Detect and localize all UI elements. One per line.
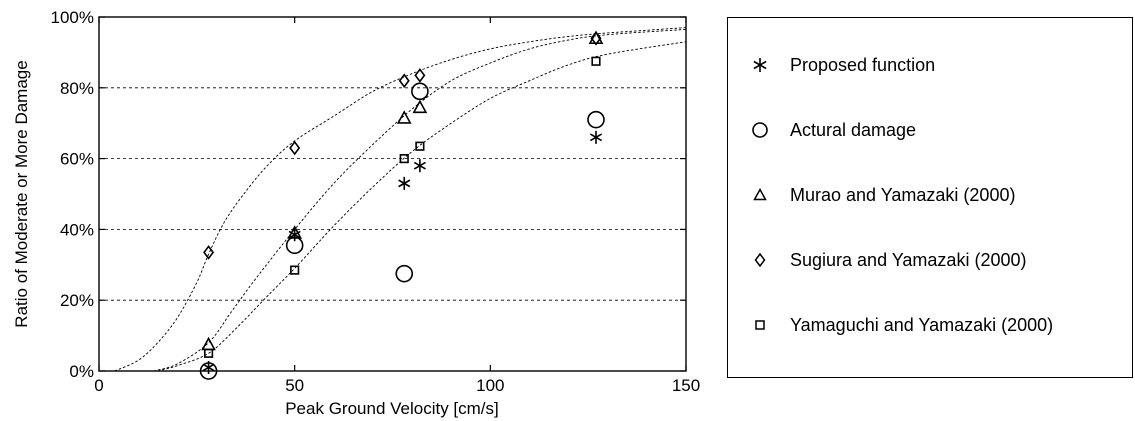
y-tick-label: 0%: [69, 362, 94, 381]
square-point: [399, 154, 409, 164]
fitted-curve: [157, 41, 687, 372]
y-tick-label: 100%: [51, 8, 94, 27]
square-point: [290, 265, 300, 275]
y-tick-label: 60%: [60, 150, 94, 169]
legend-label: Yamaguchi and Yamazaki (2000): [790, 314, 1054, 335]
triangle-point: [412, 99, 428, 114]
legend-label: Proposed function: [790, 54, 936, 75]
legend-label: Murao and Yamazaki (2000): [790, 184, 1016, 205]
square-point: [203, 348, 214, 358]
x-tick-label: 150: [672, 376, 700, 395]
fitted-curve: [153, 28, 687, 372]
plot-area-frame: [98, 16, 687, 372]
diamond-point: [289, 140, 301, 156]
asterisk-point: [413, 159, 426, 173]
grid-lines: [99, 87, 686, 301]
asterisk-point: [398, 176, 411, 190]
legend: Proposed function Actural damage Murao a…: [727, 17, 1133, 378]
square-point: [591, 56, 601, 66]
axis-ticks: 0% 20% 40% 60% 80% 100% 0 50 100 150: [51, 8, 701, 395]
diamond-point: [398, 73, 410, 89]
triangle-point: [201, 336, 216, 351]
triangle-marker-icon: [753, 187, 767, 201]
chart: 0% 20% 40% 60% 80% 100% 0 50 100 150 Peak Ground …: [12, 8, 701, 418]
circle-marker-icon: [752, 122, 768, 138]
x-tick-label: 100: [476, 376, 504, 395]
data-points: [199, 30, 605, 380]
x-axis-label: Peak Ground Velocity [cm/s]: [285, 399, 499, 418]
diamond-marker-icon: [754, 252, 766, 268]
circle-point: [395, 264, 414, 283]
asterisk-marker-icon: [753, 58, 767, 72]
y-tick-label: 20%: [60, 291, 94, 310]
x-tick-label: 0: [94, 376, 103, 395]
square-marker-icon: [755, 320, 765, 330]
y-axis-label: Ratio of Moderate or More Damage: [12, 60, 31, 327]
asterisk-point: [202, 360, 215, 374]
y-tick-label: 80%: [60, 79, 94, 98]
diamond-point: [203, 245, 215, 260]
legend-label: Actural damage: [790, 119, 917, 140]
x-tick-label: 50: [285, 376, 304, 395]
legend-label: Sugiura and Yamazaki (2000): [790, 249, 1027, 270]
square-point: [415, 141, 425, 151]
asterisk-point: [589, 130, 603, 144]
diamond-point: [414, 68, 426, 83]
triangle-point: [396, 110, 412, 124]
circle-point: [411, 82, 429, 101]
circle-point: [587, 110, 605, 129]
asterisk-point: [288, 228, 301, 242]
y-tick-label: 40%: [60, 220, 94, 239]
diamond-point: [590, 30, 602, 46]
